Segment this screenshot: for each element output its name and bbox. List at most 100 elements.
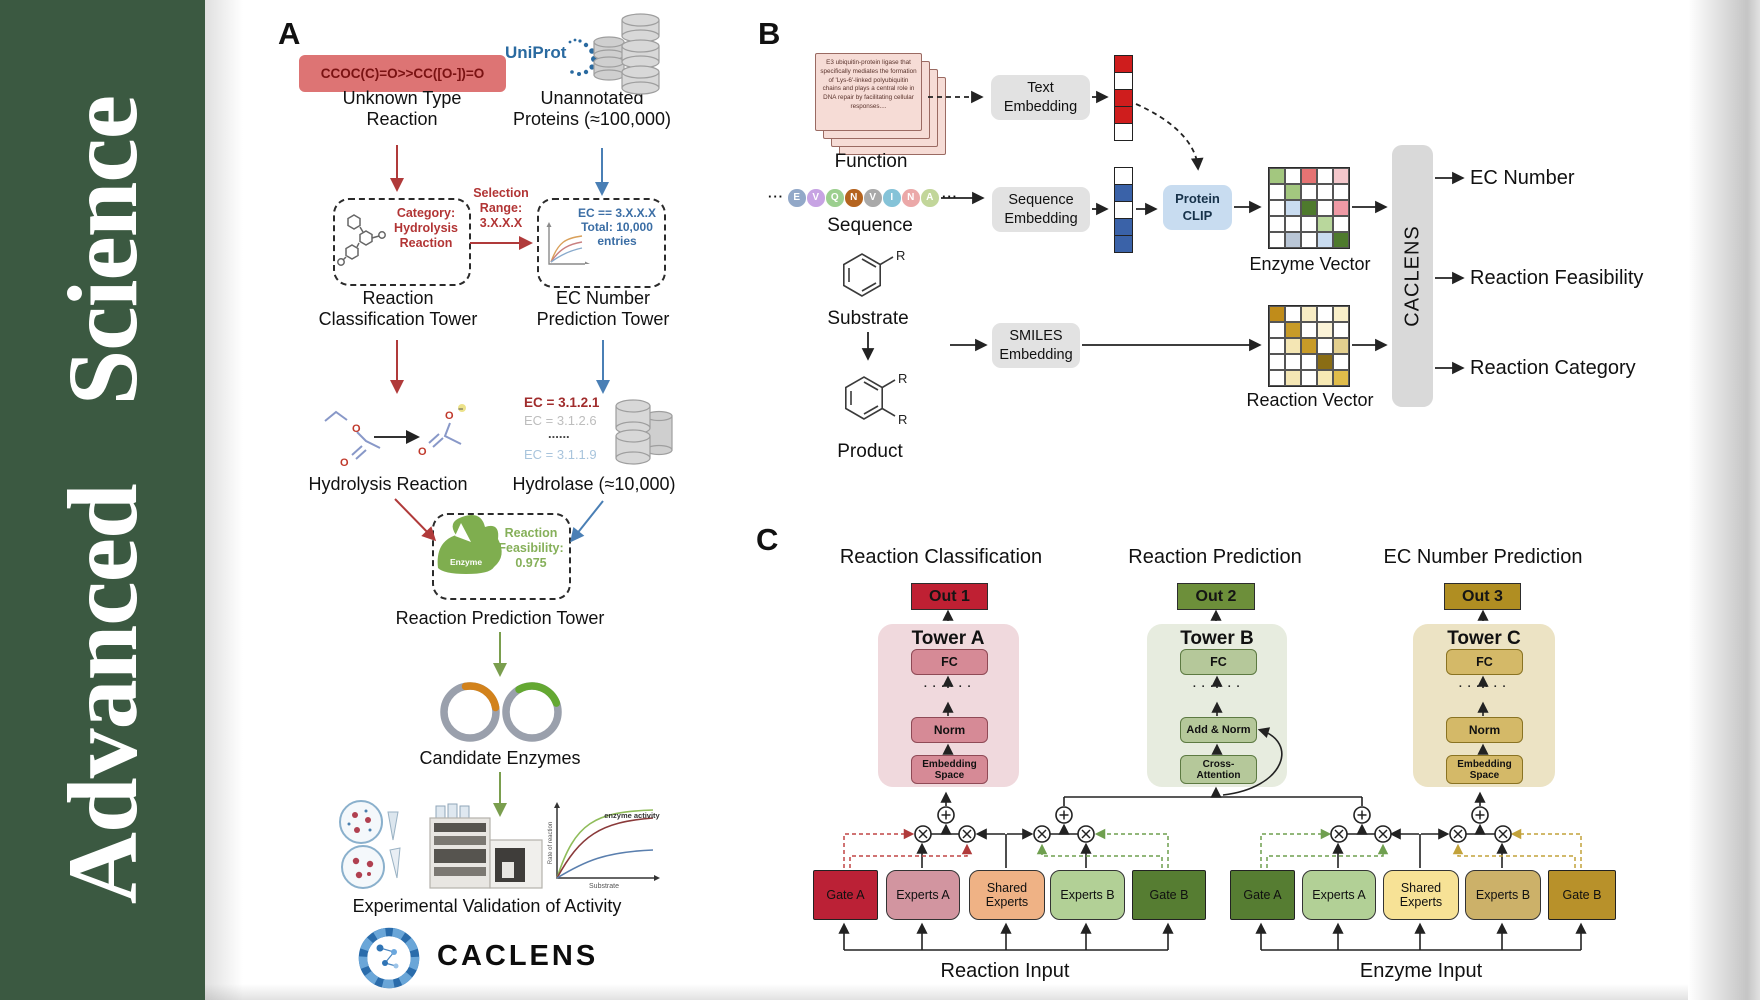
- text-embedding-box: Text Embedding: [991, 75, 1090, 120]
- enzyme-vector-label: Enzyme Vector: [1249, 254, 1371, 274]
- ec-list-item: EC = 3.1.2.1: [524, 395, 600, 410]
- gate-a-right-box: Gate A: [1230, 870, 1295, 920]
- tower-a-title: Tower A: [911, 628, 985, 649]
- function-card-front: E3 ubiquitin-protein ligase that specifi…: [815, 53, 922, 131]
- activity-xlabel: Substrate: [589, 883, 619, 890]
- tower-c-fc: FC: [1446, 649, 1523, 675]
- uniprot-swirl-icon: [568, 38, 597, 76]
- reaction-input-label: Reaction Input: [940, 960, 1070, 982]
- shared-experts-left-box: Shared Experts: [969, 870, 1045, 920]
- enzyme-vector-grid: [1268, 167, 1350, 249]
- gate-feedback-paths: [843, 828, 1582, 868]
- journal-title-rotated: Advanced Science: [0, 0, 205, 1000]
- journal-sidebar: Advanced Science: [0, 0, 205, 1000]
- sequence-ellipsis-right: ···: [942, 189, 958, 204]
- reaction-prediction-tower-label: Reaction Prediction Tower: [395, 608, 605, 628]
- tower-b-title: Tower B: [1180, 628, 1254, 649]
- activity-chart: enzyme activity Rate of reaction Substra…: [548, 802, 661, 890]
- reaction-prediction-dashed-box: [432, 513, 571, 600]
- selection-range-text: Selection Range: 3.X.X.X: [473, 186, 529, 230]
- hydrolysis-molecules-icon: O O O − O: [324, 404, 466, 469]
- candidate-enzymes-label: Candidate Enzymes: [419, 748, 581, 768]
- caclens-block: CACLENS: [1392, 145, 1433, 407]
- out2-box: Out 2: [1177, 583, 1255, 610]
- ec-list-item: EC = 3.1.2.6: [524, 413, 597, 428]
- tower-c-norm: Norm: [1446, 717, 1523, 743]
- panel-a-label: A: [278, 16, 301, 51]
- ec-selection-text: EC == 3.X.X.X Total: 10,000 entries: [577, 206, 657, 249]
- page-bottom-shading: [205, 984, 1688, 1000]
- benzene-product-icon: R R: [845, 371, 907, 427]
- reaction-feasibility-text: Reaction Feasibility: 0.975: [498, 526, 564, 570]
- svg-text:O: O: [445, 410, 454, 422]
- petri-dish-icon: [339, 800, 401, 889]
- smiles-reaction-box: CCOC(C)=O>>CC([O-])=O: [299, 55, 506, 92]
- gate-b-right-box: Gate B: [1548, 870, 1616, 920]
- header-ec-number-prediction: EC Number Prediction: [1383, 546, 1583, 568]
- protein-clip-box: Protein CLIP: [1163, 185, 1232, 230]
- reaction-classification-tower-label: Reaction Classification Tower: [318, 288, 478, 330]
- gate-b-left-box: Gate B: [1132, 870, 1206, 920]
- panel-b-label: B: [758, 16, 781, 51]
- experts-a-right-box: Experts A: [1302, 870, 1376, 920]
- svg-text:−: −: [458, 404, 463, 414]
- activity-ylabel: Rate of reaction: [548, 822, 554, 864]
- caclens-block-text: CACLENS: [1401, 225, 1423, 327]
- product-label: Product: [837, 441, 903, 462]
- tower-b-add-norm: Add & Norm: [1180, 717, 1257, 743]
- hydrolase-database-icon: [615, 399, 673, 465]
- tower-b-cross-attention: Cross- Attention: [1180, 755, 1257, 784]
- reaction-vector-grid: [1268, 305, 1350, 387]
- tower-b-fc: FC: [1180, 649, 1257, 675]
- output-reaction-feasibility: Reaction Feasibility: [1470, 267, 1644, 289]
- substrate-r-group: R: [896, 248, 905, 263]
- category-hydrolysis-text: Category: Hydrolysis Reaction: [394, 206, 458, 250]
- unannotated-proteins-label: Unannotated Proteins (≈100,000): [513, 88, 671, 130]
- benzene-substrate-icon: R: [843, 248, 905, 297]
- tower-c-title: Tower C: [1447, 628, 1521, 649]
- smiles-reaction-text: CCOC(C)=O>>CC([O-])=O: [320, 66, 485, 81]
- enzyme-input-label: Enzyme Input: [1359, 960, 1483, 982]
- ec-list-item: EC = 3.1.1.9: [524, 447, 597, 462]
- page-right-shading: [1688, 0, 1760, 1000]
- out1-box: Out 1: [911, 583, 988, 610]
- hplc-machine-icon: [429, 803, 543, 889]
- caclens-logo-icon: [358, 927, 420, 989]
- function-card-text: E3 ubiquitin-protein ligase that specifi…: [820, 59, 917, 111]
- experimental-validation-label: Experimental Validation of Activity: [352, 896, 622, 916]
- header-reaction-classification: Reaction Classification: [839, 546, 1043, 568]
- header-reaction-prediction: Reaction Prediction: [1128, 546, 1302, 568]
- sequence-embedding-box: Sequence Embedding: [992, 187, 1090, 232]
- smiles-embedding-box: SMILES Embedding: [992, 323, 1080, 368]
- out3-box: Out 3: [1444, 583, 1521, 610]
- experts-b-right-box: Experts B: [1465, 870, 1541, 920]
- sequence-ellipsis-left: ···: [768, 189, 784, 204]
- svg-text:O: O: [352, 423, 361, 435]
- ec-number-prediction-tower-label: EC Number Prediction Tower: [536, 288, 670, 330]
- sequence-embedding-vector: [1114, 167, 1133, 253]
- uniprot-database-icon: [593, 13, 660, 95]
- sequence-label: Sequence: [827, 215, 913, 236]
- journal-title: Advanced Science: [47, 95, 158, 905]
- text-embedding-vector: [1114, 55, 1133, 141]
- product-r-group-bottom: R: [898, 412, 907, 427]
- experts-b-left-box: Experts B: [1050, 870, 1125, 920]
- tower-c-embedding-space: Embedding Space: [1446, 755, 1523, 784]
- unknown-type-reaction-label: Unknown Type Reaction: [342, 88, 462, 130]
- plasmid-icons: [440, 682, 562, 742]
- output-ec-number: EC Number: [1470, 167, 1575, 189]
- panel-c-label: C: [756, 522, 779, 557]
- operator-nodes: [914, 806, 1512, 843]
- substrate-label: Substrate: [827, 308, 909, 329]
- output-reaction-category: Reaction Category: [1470, 357, 1636, 379]
- gate-a-left-box: Gate A: [813, 870, 878, 920]
- page-left-shading: [205, 0, 243, 1000]
- uniprot-logo-text: UniProt: [505, 43, 567, 62]
- reaction-vector-label: Reaction Vector: [1246, 390, 1374, 410]
- svg-text:O: O: [340, 457, 349, 469]
- panel-b-arrows: [861, 90, 1465, 375]
- caclens-logotype: CACLENS: [437, 940, 599, 972]
- tower-b-dots: · · · · · ·: [1192, 681, 1242, 693]
